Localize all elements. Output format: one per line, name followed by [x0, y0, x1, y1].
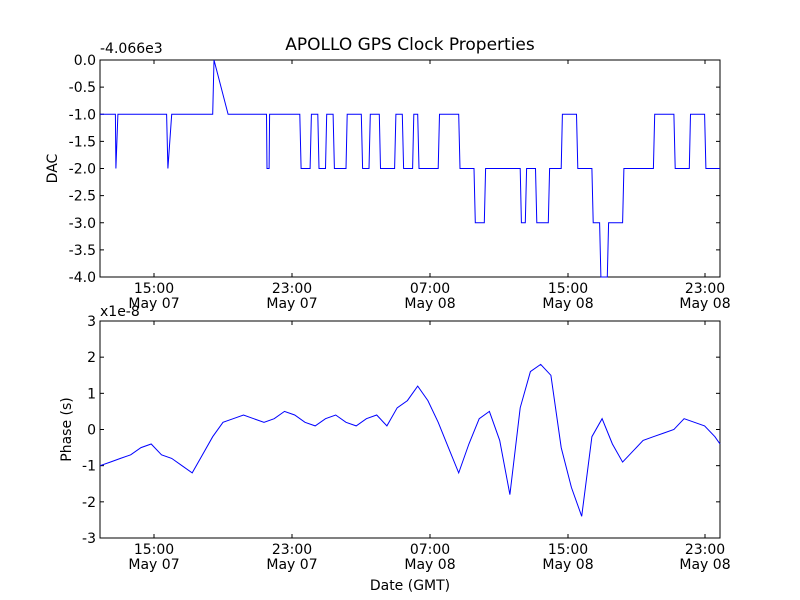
- dac-series-line: [100, 59, 720, 278]
- phase-x-tick-time: 15:00: [548, 542, 588, 558]
- dac-x-tick-time: 15:00: [548, 281, 588, 297]
- phase-x-tick-date: May 07: [266, 557, 317, 573]
- phase-y-axis-label: Phase (s): [59, 397, 75, 461]
- phase-x-tick-date: May 08: [404, 557, 455, 573]
- dac-y-tick-label: -2.0: [69, 162, 96, 178]
- dac-y-tick-label: 0.0: [74, 53, 96, 69]
- phase-y-tick-label: 2: [87, 350, 96, 366]
- phase-y-tick-label: -2: [82, 495, 96, 511]
- dac-y-tick-label: -4.0: [69, 270, 96, 286]
- phase-y-tick-label: 1: [87, 386, 96, 402]
- dac-x-tick-date: May 08: [404, 296, 455, 312]
- phase-y-tick-label: -1: [82, 459, 96, 475]
- dac-y-tick-label: -1.0: [69, 107, 96, 123]
- phase-x-tick-date: May 07: [128, 557, 179, 573]
- dac-x-tick-date: May 08: [679, 296, 730, 312]
- phase-x-tick-time: 07:00: [410, 542, 450, 558]
- dac-x-tick-time: 23:00: [685, 281, 725, 297]
- phase-x-tick-time: 23:00: [272, 542, 312, 558]
- dac-offset-label: -4.066e3: [100, 41, 163, 57]
- dac-subplot: 0.0 -0.5 -1.0 -1.5 -2.0 -2.5 -3.0 -3.5 -4.0 15:0…: [45, 41, 731, 312]
- dac-x-tick-date: May 07: [266, 296, 317, 312]
- phase-series: [99, 363, 721, 517]
- dac-x-tick-date: May 08: [542, 296, 593, 312]
- phase-y-tick-label: 0: [87, 423, 96, 439]
- phase-y-tick-label: 3: [87, 314, 96, 330]
- dac-x-tick-time: 15:00: [134, 281, 174, 297]
- dac-y-tick-label: -2.5: [69, 189, 96, 205]
- dac-y-tick-label: -3.0: [69, 216, 96, 232]
- dac-x-tick-time: 07:00: [410, 281, 450, 297]
- dac-y-tick-label: -1.5: [69, 134, 96, 150]
- phase-y-tick-label: -3: [82, 531, 96, 547]
- phase-x-tick-time: 15:00: [134, 542, 174, 558]
- phase-x-tick-date: May 08: [542, 557, 593, 573]
- dac-x-tick-time: 23:00: [272, 281, 312, 297]
- phase-y-ticks: 3 2 1 0 -1 -2 -3: [82, 314, 720, 547]
- dac-series: [100, 59, 720, 278]
- phase-offset-label: x1e-8: [100, 304, 140, 320]
- phase-x-tick-time: 23:00: [685, 542, 725, 558]
- phase-series-line: [99, 363, 721, 517]
- x-axis-label: Date (GMT): [370, 578, 450, 594]
- dac-y-ticks: 0.0 -0.5 -1.0 -1.5 -2.0 -2.5 -3.0 -3.5 -4.0: [69, 53, 720, 286]
- dac-y-tick-label: -0.5: [69, 80, 96, 96]
- dac-y-axis-label: DAC: [45, 153, 61, 183]
- dac-x-tick-date: May 07: [128, 296, 179, 312]
- chart-title: APOLLO GPS Clock Properties: [285, 35, 535, 55]
- dac-y-tick-label: -3.5: [69, 243, 96, 259]
- phase-x-tick-date: May 08: [679, 557, 730, 573]
